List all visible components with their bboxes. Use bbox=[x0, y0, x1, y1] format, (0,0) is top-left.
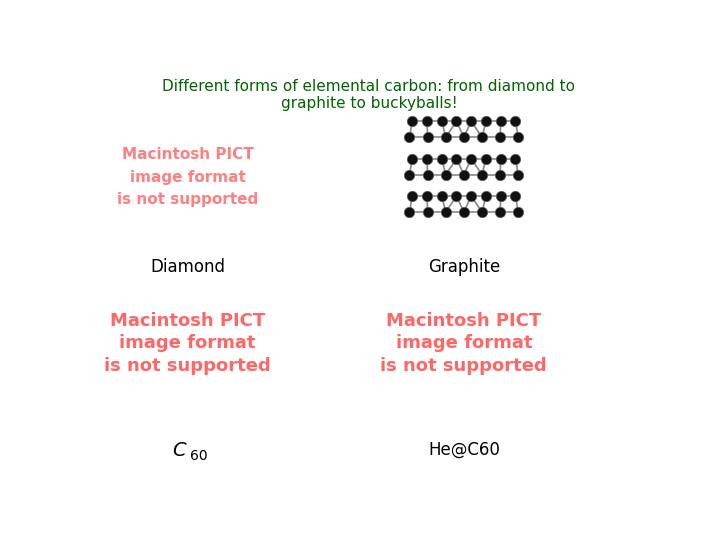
Point bbox=[495, 133, 506, 141]
Text: He@C60: He@C60 bbox=[428, 441, 500, 459]
Text: Macintosh PICT: Macintosh PICT bbox=[110, 312, 265, 329]
Point bbox=[495, 170, 506, 179]
Point bbox=[476, 133, 487, 141]
Point bbox=[458, 208, 469, 217]
Point bbox=[513, 133, 524, 141]
Text: is not supported: is not supported bbox=[380, 357, 547, 375]
Point bbox=[451, 192, 462, 200]
Point bbox=[480, 154, 492, 163]
Point bbox=[404, 208, 415, 217]
Point bbox=[436, 192, 448, 200]
Point bbox=[465, 154, 477, 163]
Point bbox=[407, 154, 418, 163]
Point bbox=[422, 133, 433, 141]
Point bbox=[480, 117, 492, 126]
Text: is not supported: is not supported bbox=[104, 357, 271, 375]
Point bbox=[513, 170, 524, 179]
Point bbox=[510, 192, 521, 200]
Point bbox=[465, 117, 477, 126]
Point bbox=[440, 170, 451, 179]
Point bbox=[465, 192, 477, 200]
Point bbox=[495, 208, 506, 217]
Point bbox=[421, 154, 433, 163]
Text: image format: image format bbox=[130, 170, 246, 185]
Point bbox=[495, 154, 506, 163]
Text: 60: 60 bbox=[190, 449, 207, 463]
Point bbox=[458, 170, 469, 179]
Point bbox=[480, 192, 492, 200]
Point bbox=[407, 192, 418, 200]
Text: C: C bbox=[173, 441, 186, 460]
Point bbox=[422, 170, 433, 179]
Point bbox=[404, 133, 415, 141]
Text: is not supported: is not supported bbox=[117, 192, 258, 207]
Point bbox=[510, 154, 521, 163]
Point bbox=[495, 117, 506, 126]
Point bbox=[510, 117, 521, 126]
Point bbox=[476, 208, 487, 217]
Point bbox=[404, 170, 415, 179]
Point bbox=[421, 192, 433, 200]
Point bbox=[440, 133, 451, 141]
Point bbox=[476, 170, 487, 179]
Point bbox=[421, 117, 433, 126]
Point bbox=[436, 117, 448, 126]
Point bbox=[495, 192, 506, 200]
Text: Macintosh PICT: Macintosh PICT bbox=[386, 312, 541, 329]
Point bbox=[436, 154, 448, 163]
Point bbox=[407, 117, 418, 126]
Point bbox=[513, 208, 524, 217]
Text: image format: image format bbox=[120, 334, 256, 353]
Text: Different forms of elemental carbon: from diamond to: Different forms of elemental carbon: fro… bbox=[163, 79, 575, 94]
Text: Graphite: Graphite bbox=[428, 258, 500, 276]
Point bbox=[451, 154, 462, 163]
Point bbox=[422, 208, 433, 217]
Text: Macintosh PICT: Macintosh PICT bbox=[122, 147, 253, 161]
Point bbox=[458, 133, 469, 141]
Text: graphite to buckyballs!: graphite to buckyballs! bbox=[281, 96, 457, 111]
Text: image format: image format bbox=[395, 334, 532, 353]
Point bbox=[451, 117, 462, 126]
Text: Diamond: Diamond bbox=[150, 258, 225, 276]
Point bbox=[440, 208, 451, 217]
